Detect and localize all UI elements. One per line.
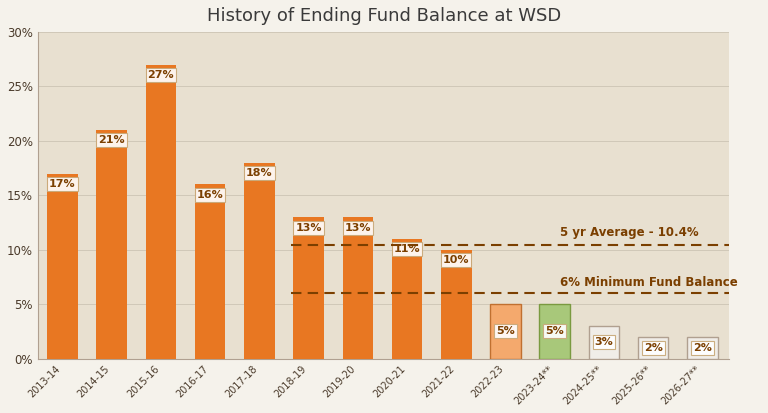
Text: 13%: 13%: [296, 223, 322, 233]
Text: 5%: 5%: [545, 326, 564, 336]
Bar: [441, 250, 472, 358]
Bar: [293, 217, 324, 358]
Text: 17%: 17%: [49, 179, 76, 189]
Text: 6% Minimum Fund Balance: 6% Minimum Fund Balance: [560, 276, 737, 289]
Text: 2%: 2%: [693, 343, 712, 353]
Text: 2%: 2%: [644, 343, 663, 353]
Bar: [97, 130, 127, 358]
Text: 21%: 21%: [98, 135, 125, 145]
Bar: [392, 239, 422, 358]
Bar: [638, 337, 668, 358]
Bar: [343, 217, 373, 358]
Text: 11%: 11%: [394, 244, 420, 254]
Bar: [47, 173, 78, 358]
Bar: [539, 304, 570, 358]
Text: 18%: 18%: [246, 168, 273, 178]
Bar: [195, 185, 225, 358]
Text: 5%: 5%: [496, 326, 515, 336]
Bar: [588, 326, 619, 358]
Title: History of Ending Fund Balance at WSD: History of Ending Fund Balance at WSD: [207, 7, 561, 25]
Text: 10%: 10%: [443, 255, 469, 265]
Bar: [687, 337, 717, 358]
Text: 13%: 13%: [345, 223, 371, 233]
Text: 5 yr Average - 10.4%: 5 yr Average - 10.4%: [560, 226, 698, 239]
Text: 3%: 3%: [594, 337, 614, 347]
Text: 27%: 27%: [147, 70, 174, 80]
Text: 16%: 16%: [197, 190, 223, 200]
Bar: [146, 65, 176, 358]
Bar: [244, 163, 275, 358]
Bar: [490, 304, 521, 358]
